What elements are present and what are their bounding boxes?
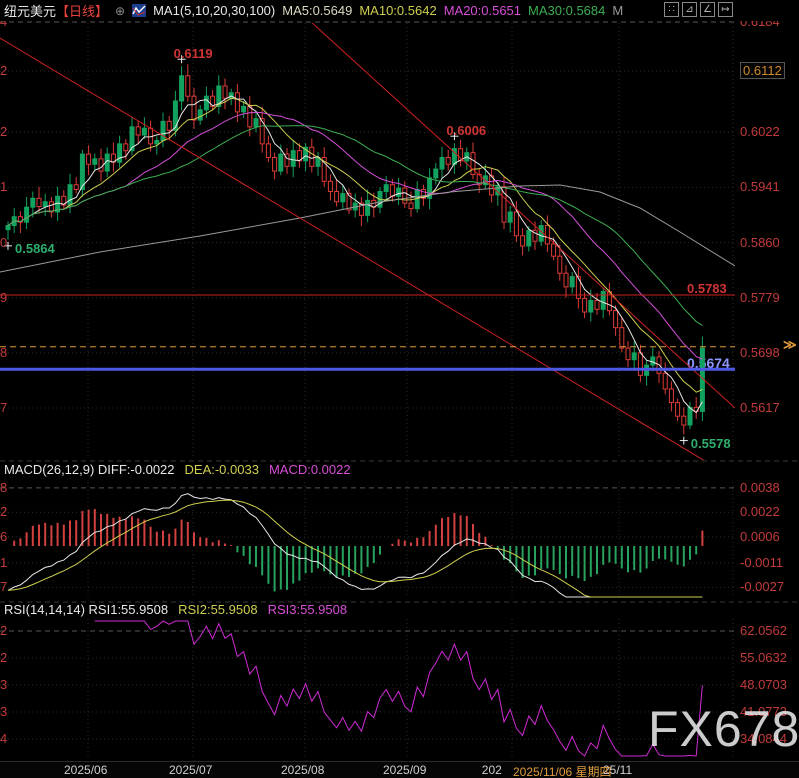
resistance-price-label: 0.5783 — [687, 281, 727, 296]
pan-latest-icon[interactable]: ↦ — [718, 2, 733, 17]
ma10-value: MA10:0.5642 — [359, 3, 437, 18]
grid-handle-icon[interactable]: ∷ — [664, 2, 679, 17]
axis-scale-left-icon[interactable]: ⊿ — [682, 2, 697, 17]
add-indicator-icon[interactable]: ⊕ — [115, 3, 126, 18]
macd-title: MACD(26,12,9) DIFF:-0.0022 — [4, 462, 175, 477]
watermark: FX678 — [648, 701, 799, 757]
axis-scale-right-icon[interactable]: ∠ — [700, 2, 715, 17]
support-price-label: 0.5674 — [687, 355, 730, 371]
ma-suffix: M — [612, 3, 624, 18]
chart-header: 纽元美元 【日线】 ⊕ MA1(5,10,20,30,100) MA5:0.564… — [0, 0, 799, 21]
mini-chart-icon[interactable] — [132, 4, 147, 17]
macd-label-row: MACD(26,12,9) DIFF:-0.0022 DEA:-0.0033 M… — [4, 462, 351, 477]
ma5-value: MA5:0.5649 — [282, 3, 353, 18]
ma30-value: MA30:0.5684 — [528, 3, 606, 18]
ma-settings-label: MA1(5,10,20,30,100) — [153, 3, 276, 18]
macd-dea-value: DEA:-0.0033 — [184, 462, 259, 477]
chart-toolbar: ∷ ⊿ ∠ ↦ — [664, 2, 733, 17]
current-price-marker-icon: ≫ — [783, 337, 797, 352]
macd-macd-value: MACD:0.0022 — [268, 462, 351, 477]
period-label[interactable]: 【日线】 — [56, 4, 109, 19]
rsi3-value: RSI3:55.9508 — [267, 602, 348, 617]
rsi2-value: RSI2:55.9508 — [178, 602, 258, 617]
rsi-title: RSI(14,14,14) RSI1:55.9508 — [4, 602, 169, 617]
ma20-value: MA20:0.5651 — [443, 3, 522, 18]
rsi-label-row: RSI(14,14,14) RSI1:55.9508 RSI2:55.9508 … — [4, 602, 347, 617]
date-axis — [0, 761, 799, 778]
symbol-title: 纽元美元 — [4, 4, 57, 19]
